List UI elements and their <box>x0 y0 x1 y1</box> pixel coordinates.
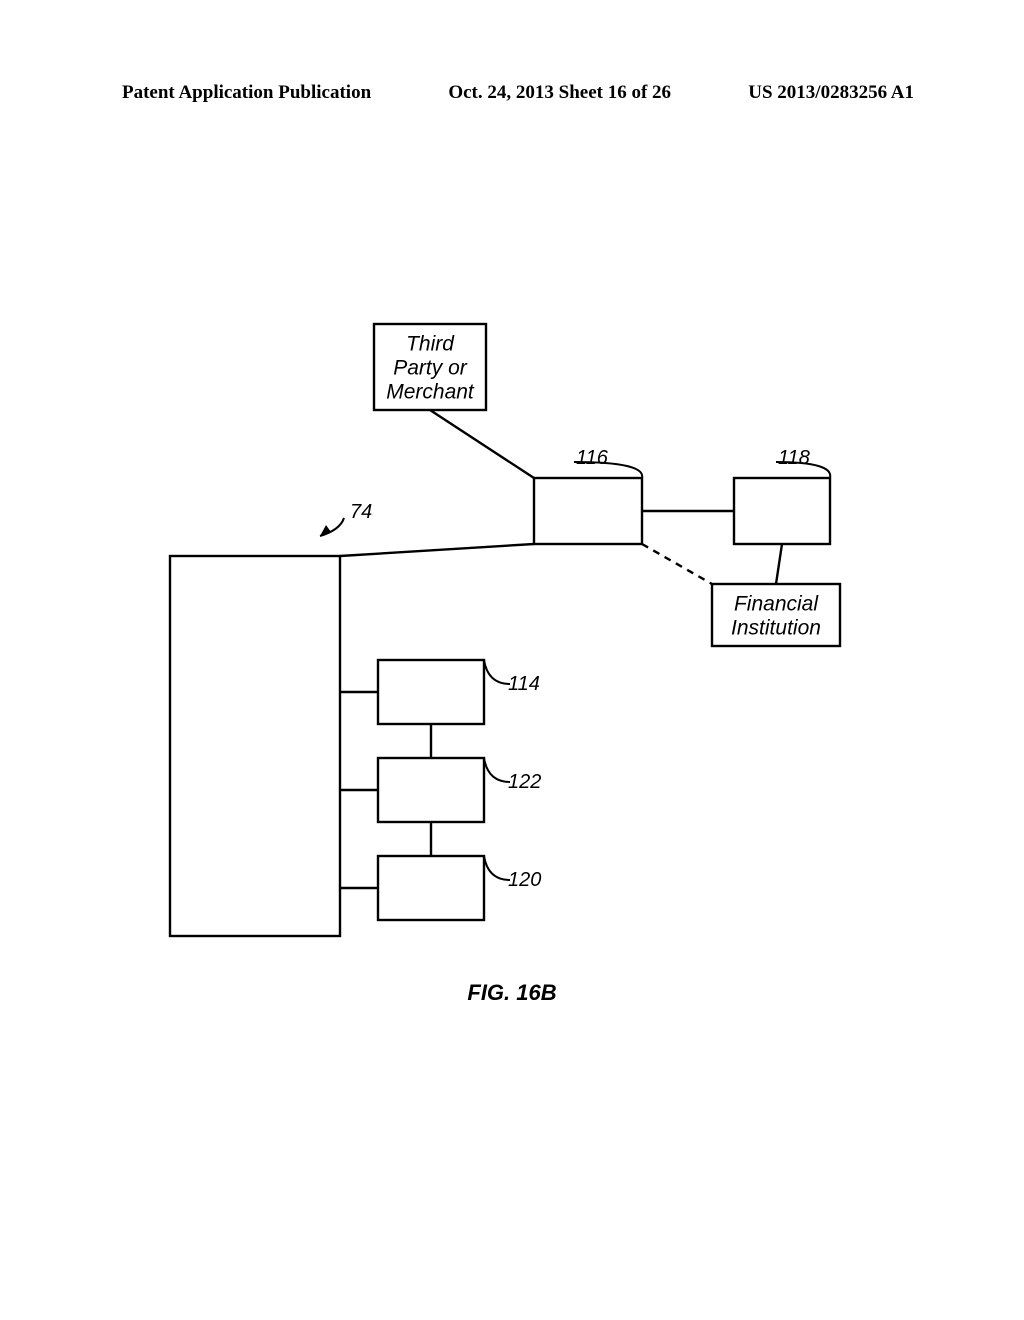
node-box116 <box>534 478 642 544</box>
leader-3 <box>484 758 510 782</box>
node-financial-line0: Financial <box>734 592 819 615</box>
ref-74: 74 <box>350 501 372 523</box>
node-third_party-line2: Merchant <box>386 380 475 403</box>
node-third_party-line1: Party or <box>393 356 468 379</box>
ref-122: 122 <box>508 771 541 793</box>
edge-4 <box>340 544 534 556</box>
ref-116: 116 <box>576 447 609 469</box>
node-box114 <box>378 660 484 724</box>
page: Patent Application Publication Oct. 24, … <box>0 0 1024 1320</box>
edge-3 <box>642 544 712 584</box>
node-third_party-line0: Third <box>406 332 455 355</box>
node-financial-line1: Institution <box>731 616 821 639</box>
edge-2 <box>776 544 782 584</box>
ref-120: 120 <box>508 869 541 891</box>
ref-114: 114 <box>508 673 540 695</box>
figure-caption: FIG. 16B <box>467 980 556 1005</box>
leader-4 <box>484 856 510 880</box>
ref-118: 118 <box>778 447 810 469</box>
node-large <box>170 556 340 936</box>
node-box120 <box>378 856 484 920</box>
figure-svg: ThirdParty orMerchant 116 118 FinancialInst… <box>0 0 1024 1320</box>
edge-0 <box>430 410 534 478</box>
node-box122 <box>378 758 484 822</box>
leader-2 <box>484 660 510 684</box>
node-box118 <box>734 478 830 544</box>
